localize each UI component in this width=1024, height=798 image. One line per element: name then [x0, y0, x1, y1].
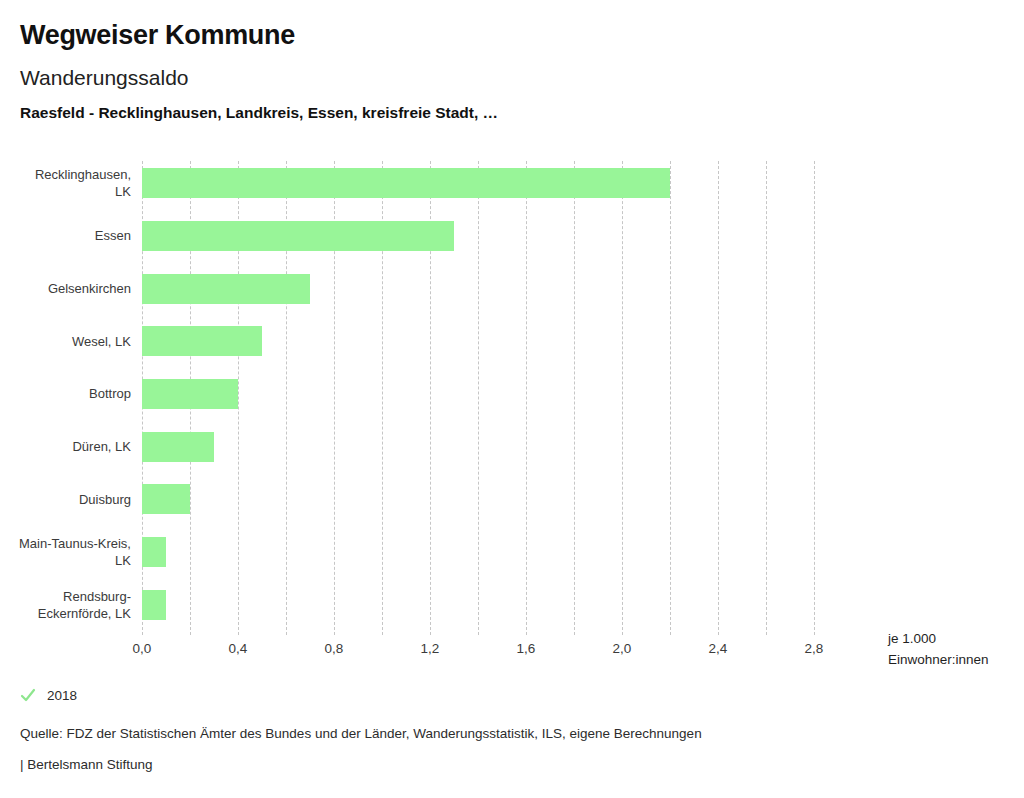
bar-Düren, LK[interactable]	[142, 432, 214, 462]
gridline	[718, 161, 719, 635]
bar-Gelsenkirchen[interactable]	[142, 274, 310, 304]
axis-unit-line2: Einwohner:innen	[888, 649, 989, 670]
indicator-title: Wanderungssaldo	[20, 66, 189, 90]
category-label: Wesel, LK	[19, 315, 131, 368]
bar-Recklinghausen, LK[interactable]	[142, 168, 670, 198]
category-label: Main-Taunus-Kreis, LK	[19, 526, 131, 579]
gridline	[622, 161, 623, 635]
source-line: Quelle: FDZ der Statistischen Ämter des …	[20, 726, 702, 741]
category-label: Recklinghausen, LK	[19, 157, 131, 210]
bar-Bottrop[interactable]	[142, 379, 238, 409]
axis-unit-line1: je 1.000	[888, 628, 989, 649]
gridline	[574, 161, 575, 635]
axis-unit-label: je 1.000 Einwohner:innen	[888, 628, 989, 670]
gridline	[814, 161, 815, 635]
gridline	[526, 161, 527, 635]
category-label: Bottrop	[19, 368, 131, 421]
x-tick-label: 2,4	[694, 641, 742, 656]
gridline	[478, 161, 479, 635]
bar-Wesel, LK[interactable]	[142, 326, 262, 356]
bar-Duisburg[interactable]	[142, 484, 190, 514]
category-label: Rendsburg-Eckernförde, LK	[19, 578, 131, 631]
category-label: Duisburg	[19, 473, 131, 526]
bar-Essen[interactable]	[142, 221, 454, 251]
bar-Rendsburg-Eckernförde, LK[interactable]	[142, 590, 166, 620]
x-tick-label: 2,8	[790, 641, 838, 656]
checkmark-icon	[20, 687, 36, 703]
wegweiser-kommune-chart-page: Wegweiser Kommune Wanderungssaldo Raesfe…	[0, 0, 1024, 798]
x-tick-label: 0,0	[118, 641, 166, 656]
plot-area	[142, 161, 814, 635]
bar-Main-Taunus-Kreis, LK[interactable]	[142, 537, 166, 567]
gridline	[670, 161, 671, 635]
category-label: Düren, LK	[19, 420, 131, 473]
page-title: Wegweiser Kommune	[20, 20, 295, 51]
category-label: Essen	[19, 210, 131, 263]
x-tick-label: 2,0	[598, 641, 646, 656]
gridline	[766, 161, 767, 635]
attribution-line: | Bertelsmann Stiftung	[20, 757, 153, 772]
x-tick-label: 1,2	[406, 641, 454, 656]
legend[interactable]: 2018	[20, 687, 77, 703]
legend-year-label: 2018	[47, 688, 77, 703]
x-tick-label: 0,4	[214, 641, 262, 656]
region-selection-line: Raesfeld - Recklinghausen, Landkreis, Es…	[20, 104, 498, 122]
category-label: Gelsenkirchen	[19, 262, 131, 315]
x-tick-label: 0,8	[310, 641, 358, 656]
x-tick-label: 1,6	[502, 641, 550, 656]
